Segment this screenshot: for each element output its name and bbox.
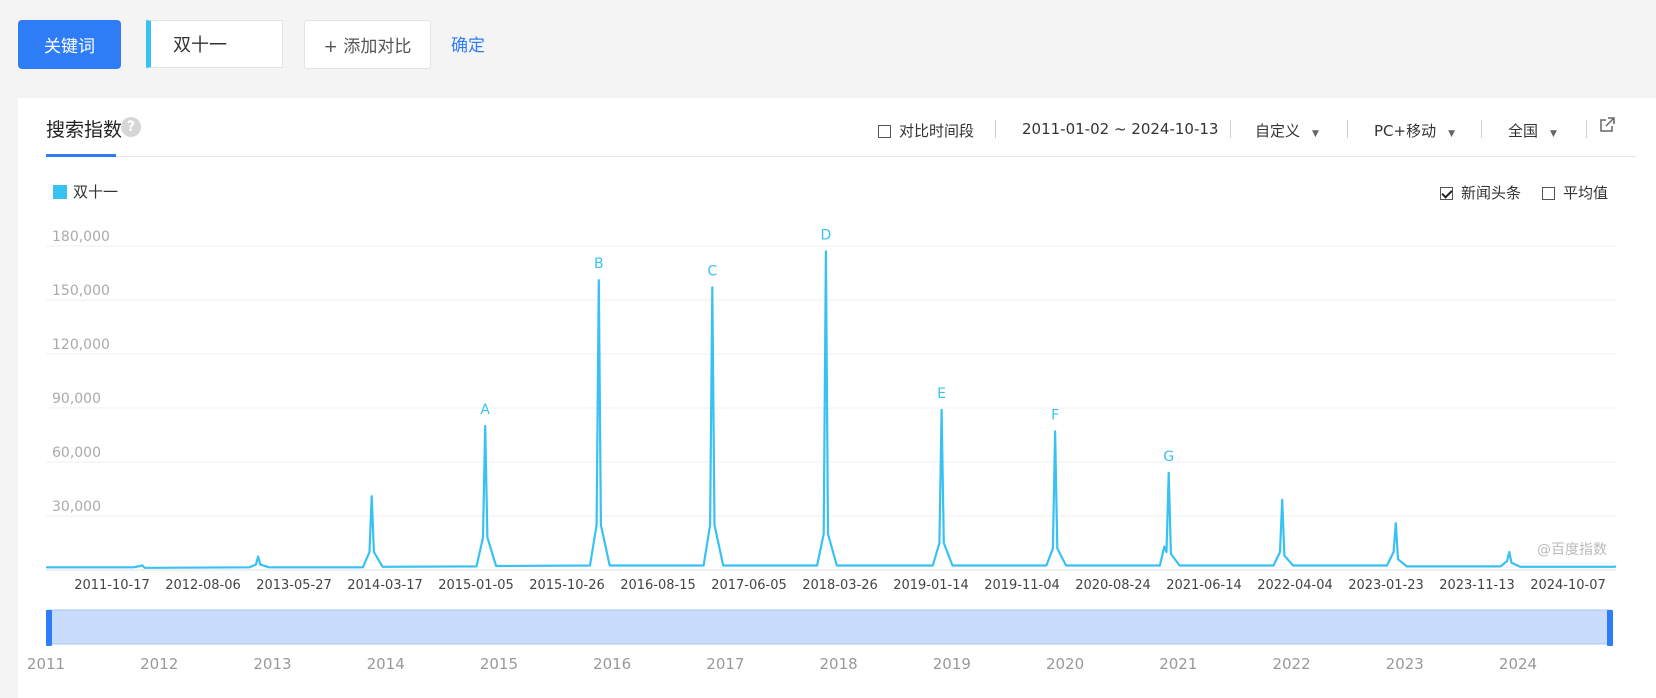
legend-swatch	[53, 184, 67, 199]
divider	[1481, 120, 1482, 138]
overview-year-label: 2021	[1159, 655, 1197, 673]
overview-year-label: 2011	[27, 655, 65, 673]
peak-label: F	[1051, 407, 1059, 423]
search-index-panel: 搜索指数 ? 对比时间段 2011-01-02 ~ 2024-10-13 自定义…	[18, 98, 1656, 698]
x-tick-label: 2020-08-24	[1075, 578, 1151, 593]
overview-year-label: 2019	[933, 655, 971, 673]
average-checkbox[interactable]	[1542, 187, 1555, 200]
confirm-link[interactable]: 确定	[451, 36, 485, 56]
right-handle	[1607, 610, 1613, 646]
peak-label: B	[594, 256, 604, 272]
device-select[interactable]: PC+移动 ▼	[1374, 120, 1455, 141]
divider	[1230, 120, 1231, 138]
compare-period-toggle[interactable]: 对比时间段	[878, 120, 974, 141]
y-tick-label: 180,000	[52, 229, 110, 245]
x-tick-label: 2016-08-15	[620, 578, 696, 593]
compare-period-checkbox[interactable]	[878, 125, 891, 138]
overview-year-label: 2020	[1046, 655, 1084, 673]
x-tick-label: 2022-04-04	[1257, 578, 1333, 593]
y-tick-label: 30,000	[52, 499, 101, 515]
caret-down-icon: ▼	[1312, 129, 1319, 139]
overview-year-label: 2017	[706, 655, 744, 673]
peak-label: G	[1163, 449, 1174, 465]
series-line	[46, 250, 1617, 569]
y-tick-label: 120,000	[52, 337, 110, 353]
overview-year-label: 2018	[820, 655, 858, 673]
help-icon[interactable]: ?	[121, 117, 141, 137]
compare-period-label: 对比时间段	[899, 122, 975, 140]
caret-down-icon: ▼	[1550, 129, 1557, 139]
x-tick-label: 2023-01-23	[1348, 578, 1424, 593]
y-tick-label: 90,000	[52, 391, 101, 407]
date-range[interactable]: 2011-01-02 ~ 2024-10-13	[1022, 120, 1219, 138]
overview-year-label: 2012	[140, 655, 178, 673]
add-compare-button[interactable]: + 添加对比	[304, 20, 431, 69]
overview-year-label: 2022	[1272, 655, 1310, 673]
x-tick-label: 2015-01-05	[438, 578, 514, 593]
overview-year-label: 2024	[1499, 655, 1537, 673]
x-tick-label: 2019-11-04	[984, 578, 1060, 593]
news-headlines-checkbox[interactable]	[1440, 187, 1453, 200]
overview-window	[47, 609, 1612, 645]
device-label: PC+移动	[1374, 122, 1437, 140]
x-tick-label: 2023-11-13	[1439, 578, 1515, 593]
x-tick-label: 2017-06-05	[711, 578, 787, 593]
x-tick-label: 2021-06-14	[1166, 578, 1242, 593]
x-tick-label: 2014-03-17	[347, 578, 423, 593]
peak-label: E	[937, 386, 946, 402]
header-divider	[46, 156, 1636, 157]
peak-label: D	[820, 227, 831, 243]
overview-year-label: 2015	[480, 655, 518, 673]
keyword-input[interactable]: 双十一	[146, 20, 283, 68]
divider	[1347, 120, 1348, 138]
overview-year-label: 2013	[253, 655, 291, 673]
keyword-button[interactable]: 关键词	[18, 20, 121, 69]
overview-year-label: 2014	[367, 655, 405, 673]
x-tick-label: 2013-05-27	[256, 578, 332, 593]
peak-label: A	[480, 402, 490, 418]
average-label: 平均值	[1563, 184, 1609, 202]
divider	[1586, 120, 1587, 138]
x-tick-label: 2015-10-26	[529, 578, 605, 593]
tab-search-index[interactable]: 搜索指数	[46, 119, 123, 141]
x-tick-label: 2018-03-26	[802, 578, 878, 593]
legend-item[interactable]: 双十一	[53, 181, 118, 202]
keyword-value: 双十一	[173, 35, 227, 56]
watermark: @百度指数	[1537, 542, 1607, 558]
x-tick-label: 2012-08-06	[165, 578, 241, 593]
range-mode-select[interactable]: 自定义 ▼	[1255, 120, 1319, 141]
average-toggle[interactable]: 平均值	[1542, 182, 1608, 203]
x-tick-label: 2011-10-17	[74, 578, 150, 593]
tab-underline	[46, 154, 116, 157]
overview-year-label: 2023	[1386, 655, 1424, 673]
news-headlines-toggle[interactable]: 新闻头条	[1440, 182, 1521, 203]
region-select[interactable]: 全国 ▼	[1508, 120, 1557, 141]
range-mode-label: 自定义	[1255, 122, 1301, 140]
y-tick-label: 150,000	[52, 283, 110, 299]
y-tick-label: 60,000	[52, 445, 101, 461]
peak-label: C	[707, 263, 717, 279]
external-link-icon[interactable]	[1599, 117, 1615, 133]
x-tick-label: 2024-10-07	[1530, 578, 1606, 593]
range-overview[interactable]: 2011 2012 2013 2014 2015 2016 2017 2018 2019 2020…	[27, 609, 1613, 673]
region-label: 全国	[1508, 122, 1539, 140]
legend-label: 双十一	[73, 183, 119, 201]
news-headlines-label: 新闻头条	[1461, 184, 1522, 202]
x-tick-label: 2019-01-14	[893, 578, 969, 593]
divider	[995, 120, 996, 138]
overview-year-label: 2016	[593, 655, 631, 673]
left-handle	[46, 610, 52, 646]
caret-down-icon: ▼	[1448, 129, 1456, 139]
